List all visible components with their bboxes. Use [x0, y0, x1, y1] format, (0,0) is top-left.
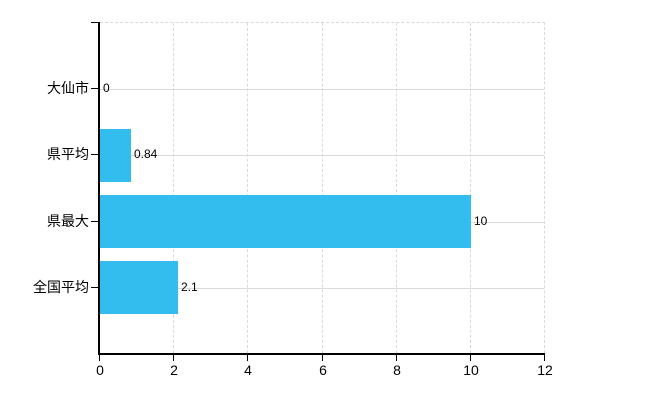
x-axis-tick: [173, 355, 174, 361]
x-tick-label: 10: [463, 362, 479, 378]
category-tick: [91, 154, 98, 155]
bar-2: [100, 129, 131, 182]
bar-value-label: 0: [103, 81, 110, 95]
gridline-vertical: [470, 23, 471, 353]
category-tick: [91, 287, 98, 288]
bar-value-label: 0.84: [134, 147, 158, 161]
category-label: 大仙市: [47, 80, 89, 96]
bar-4: [100, 261, 178, 314]
x-axis-tick: [396, 355, 397, 361]
y-axis-end-tick: [91, 22, 98, 23]
y-axis-line: [98, 22, 100, 355]
x-tick-label: 0: [96, 362, 104, 378]
gridline-vertical: [173, 23, 174, 353]
gridline-horizontal: [100, 288, 544, 289]
x-tick-label: 2: [170, 362, 178, 378]
category-tick: [91, 221, 98, 222]
gridline-vertical: [247, 23, 248, 353]
gridline-vertical: [396, 23, 397, 353]
category-label: 県最大: [47, 213, 89, 229]
x-tick-label: 12: [537, 362, 553, 378]
bar-value-label: 10: [474, 214, 488, 228]
x-axis-tick: [544, 355, 545, 361]
x-axis-line: [98, 353, 545, 355]
category-label: 県平均: [47, 146, 89, 162]
category-tick: [91, 88, 98, 89]
gridline-horizontal: [100, 155, 544, 156]
gridline-vertical: [322, 23, 323, 353]
category-label: 全国平均: [33, 279, 89, 295]
x-tick-label: 8: [393, 362, 401, 378]
x-tick-label: 6: [319, 362, 327, 378]
gridline-horizontal: [100, 89, 544, 90]
x-tick-label: 4: [244, 362, 252, 378]
x-axis-tick: [247, 355, 248, 361]
x-axis-tick: [99, 355, 100, 361]
x-axis-tick: [470, 355, 471, 361]
x-axis-tick: [322, 355, 323, 361]
plot-area: [100, 22, 545, 353]
bar-3: [100, 195, 471, 248]
bar-value-label: 2.1: [181, 280, 198, 294]
